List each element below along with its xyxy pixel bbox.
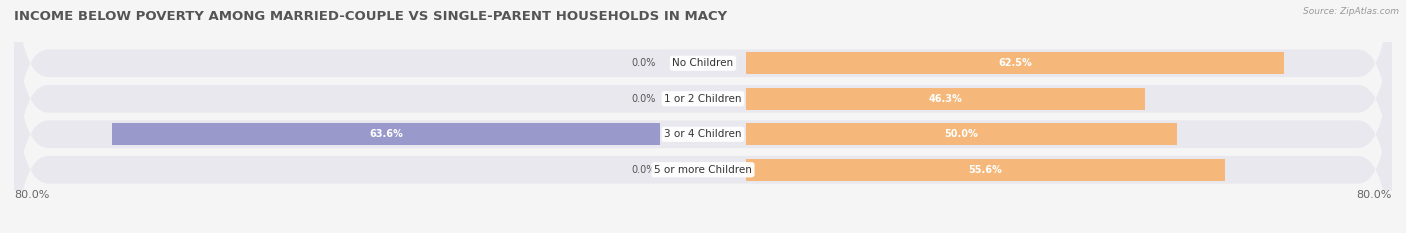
Text: Source: ZipAtlas.com: Source: ZipAtlas.com — [1303, 7, 1399, 16]
Bar — [747, 159, 1225, 181]
Text: 55.6%: 55.6% — [969, 165, 1002, 175]
Text: 0.0%: 0.0% — [631, 94, 655, 104]
Bar — [747, 123, 1177, 145]
Text: 80.0%: 80.0% — [1357, 190, 1392, 200]
Bar — [747, 52, 1284, 74]
Text: 63.6%: 63.6% — [370, 129, 404, 139]
Text: 1 or 2 Children: 1 or 2 Children — [664, 94, 742, 104]
Text: 0.0%: 0.0% — [631, 58, 655, 68]
Text: 3 or 4 Children: 3 or 4 Children — [664, 129, 742, 139]
Text: INCOME BELOW POVERTY AMONG MARRIED-COUPLE VS SINGLE-PARENT HOUSEHOLDS IN MACY: INCOME BELOW POVERTY AMONG MARRIED-COUPL… — [14, 10, 727, 23]
Text: 5 or more Children: 5 or more Children — [654, 165, 752, 175]
Text: 80.0%: 80.0% — [14, 190, 49, 200]
Text: 0.0%: 0.0% — [631, 165, 655, 175]
Bar — [747, 88, 1144, 110]
FancyBboxPatch shape — [14, 41, 1392, 233]
Text: No Children: No Children — [672, 58, 734, 68]
FancyBboxPatch shape — [14, 0, 1392, 192]
Text: 50.0%: 50.0% — [945, 129, 979, 139]
Text: 62.5%: 62.5% — [998, 58, 1032, 68]
FancyBboxPatch shape — [14, 6, 1392, 233]
Text: 46.3%: 46.3% — [928, 94, 962, 104]
Bar — [112, 123, 659, 145]
FancyBboxPatch shape — [14, 0, 1392, 227]
